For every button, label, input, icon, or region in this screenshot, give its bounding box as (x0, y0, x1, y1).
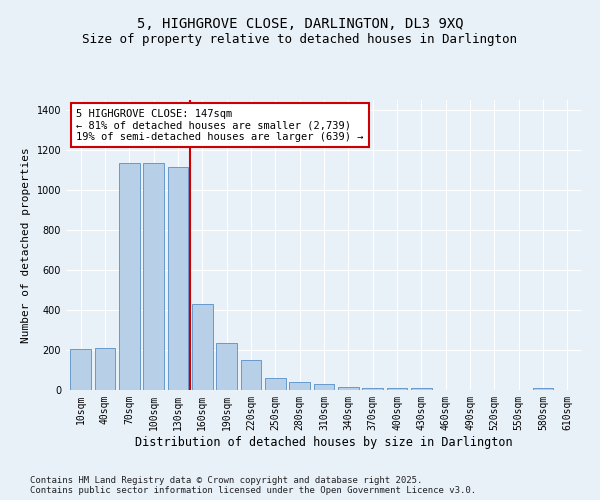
Bar (95, 348, 115, 390)
Bar (241, 360, 262, 390)
Bar (167, 167, 188, 390)
Bar (314, 384, 334, 390)
Bar (533, 388, 553, 390)
Text: Contains HM Land Registry data © Crown copyright and database right 2025.
Contai: Contains HM Land Registry data © Crown c… (30, 476, 476, 495)
Bar (338, 387, 359, 390)
X-axis label: Distribution of detached houses by size in Darlington: Distribution of detached houses by size … (135, 436, 513, 448)
Bar (289, 382, 310, 390)
Bar (119, 163, 140, 390)
Bar (216, 343, 237, 390)
Bar (386, 388, 407, 390)
Bar (70, 349, 91, 390)
Text: 5, HIGHGROVE CLOSE, DARLINGTON, DL3 9XQ: 5, HIGHGROVE CLOSE, DARLINGTON, DL3 9XQ (137, 18, 463, 32)
Text: 5 HIGHGROVE CLOSE: 147sqm
← 81% of detached houses are smaller (2,739)
19% of se: 5 HIGHGROVE CLOSE: 147sqm ← 81% of detac… (76, 108, 364, 142)
Bar (265, 378, 286, 390)
Bar (192, 304, 212, 390)
Text: Size of property relative to detached houses in Darlington: Size of property relative to detached ho… (83, 32, 517, 46)
Bar (362, 388, 383, 390)
Bar (143, 163, 164, 390)
Y-axis label: Number of detached properties: Number of detached properties (21, 147, 31, 343)
Bar (411, 388, 432, 390)
